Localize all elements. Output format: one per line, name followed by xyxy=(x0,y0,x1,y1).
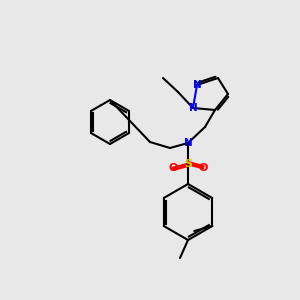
Text: N: N xyxy=(193,80,201,90)
Text: N: N xyxy=(189,103,197,113)
Text: N: N xyxy=(184,138,192,148)
Text: O: O xyxy=(198,163,208,173)
Text: O: O xyxy=(168,163,178,173)
Text: S: S xyxy=(184,159,192,169)
